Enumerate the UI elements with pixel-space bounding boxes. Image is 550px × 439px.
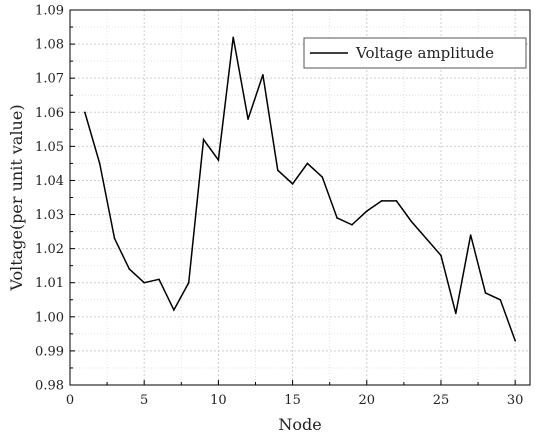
x-tick-label: 10 — [210, 393, 227, 408]
legend: Voltage amplitude — [303, 37, 527, 69]
data-point — [321, 176, 324, 178]
y-tick-label: 0.98 — [35, 379, 64, 394]
data-point — [173, 309, 175, 311]
data-point — [380, 200, 383, 202]
data-point — [514, 339, 516, 342]
axis-ticks: 0 5 10 15 20 25 30 0.98 0.99 1.00 1.01 1.02 1.03 1.04… — [35, 4, 523, 409]
data-point — [365, 210, 368, 212]
data-point — [232, 36, 235, 39]
data-point — [262, 73, 264, 76]
x-tick-label: 15 — [284, 393, 301, 408]
data-point — [158, 278, 160, 281]
data-point — [351, 223, 353, 226]
y-axis-label: Voltage(per unit value) — [7, 104, 26, 291]
data-point — [98, 162, 101, 165]
data-point — [202, 138, 205, 141]
data-point — [484, 292, 487, 294]
y-tick-label: 1.02 — [35, 242, 64, 257]
y-tick-label: 1.08 — [35, 38, 64, 53]
series-line — [84, 37, 516, 341]
y-tick-label: 1.00 — [35, 310, 64, 325]
data-point — [410, 220, 413, 223]
x-tick-label: 20 — [359, 393, 376, 408]
x-tick-label: 5 — [140, 393, 148, 408]
data-point — [84, 111, 86, 114]
data-point — [425, 237, 427, 240]
data-point — [306, 162, 309, 165]
x-tick-label: 25 — [433, 393, 450, 408]
x-tick-label: 30 — [507, 393, 524, 408]
data-point — [113, 237, 116, 240]
data-point — [143, 281, 145, 284]
data-point — [469, 234, 472, 236]
series-layer — [84, 36, 516, 342]
y-tick-label: 1.03 — [35, 208, 64, 223]
y-tick-label: 1.04 — [35, 174, 64, 189]
data-point — [440, 254, 442, 257]
x-tick-label: 0 — [66, 393, 74, 408]
data-point — [187, 281, 190, 284]
legend-label: Voltage amplitude — [355, 44, 494, 62]
data-point — [499, 298, 502, 301]
y-tick-label: 1.06 — [35, 106, 64, 121]
y-tick-label: 1.09 — [35, 4, 64, 19]
data-point — [336, 217, 338, 219]
data-point — [128, 268, 131, 270]
data-point — [291, 183, 294, 185]
y-tick-label: 1.01 — [35, 276, 64, 291]
y-tick-label: 0.99 — [35, 344, 64, 359]
y-tick-label: 1.07 — [35, 72, 64, 87]
data-point — [276, 169, 279, 172]
x-axis-label: Node — [278, 415, 321, 434]
y-tick-label: 1.05 — [35, 140, 64, 155]
data-point — [217, 159, 220, 161]
data-point — [455, 312, 457, 315]
data-point — [247, 118, 249, 120]
data-point — [395, 200, 398, 202]
